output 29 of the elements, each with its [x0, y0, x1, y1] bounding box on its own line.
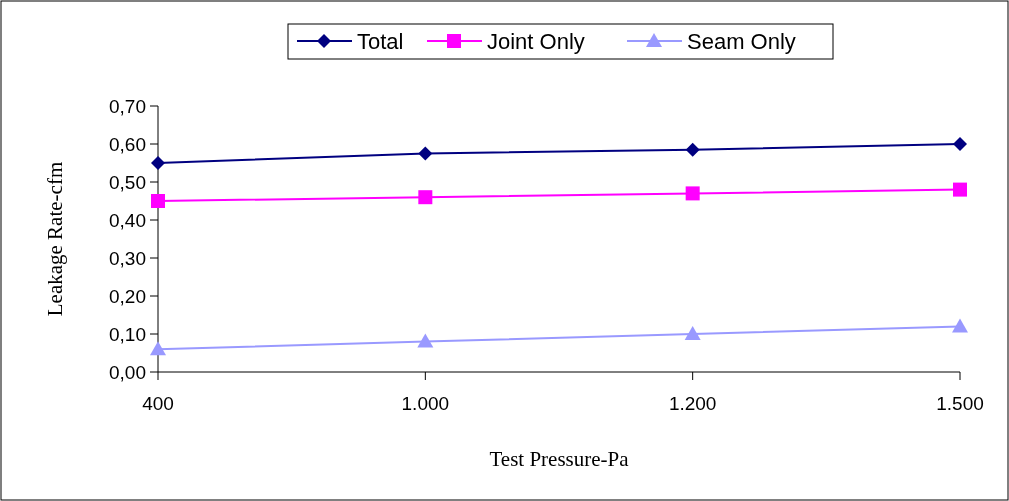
y-tick-label: 0,00: [109, 361, 146, 383]
y-tick-label: 0,10: [109, 323, 146, 345]
point: [150, 341, 166, 356]
x-axis-title: Test Pressure-Pa: [489, 447, 630, 471]
y-tick-label: 0,20: [109, 285, 146, 307]
y-tick-label: 0,30: [109, 247, 146, 269]
legend-label: Joint Only: [487, 29, 585, 54]
point: [151, 194, 165, 208]
point: [953, 182, 967, 197]
point: [685, 142, 700, 157]
point: [418, 190, 433, 205]
legend-label: Total: [357, 29, 404, 54]
point: [417, 333, 434, 348]
point: [685, 186, 700, 201]
point: [953, 137, 967, 151]
y-axis-title: Leakage Rate-cfm: [43, 161, 67, 317]
legend-label: Seam Only: [687, 29, 796, 54]
y-tick-label: 0,70: [109, 95, 146, 117]
y-tick-label: 0,40: [109, 209, 146, 231]
x-tick-label: 400: [142, 393, 174, 414]
point: [684, 326, 701, 340]
y-tick-label: 0,50: [109, 171, 146, 193]
point: [952, 318, 968, 333]
point: [418, 146, 433, 161]
y-tick-label: 0,60: [109, 133, 146, 155]
x-tick-label: 1.000: [401, 393, 450, 414]
x-tick-label: 1.500: [936, 393, 984, 414]
x-tick-label: 1.200: [668, 393, 717, 414]
point: [151, 156, 165, 170]
